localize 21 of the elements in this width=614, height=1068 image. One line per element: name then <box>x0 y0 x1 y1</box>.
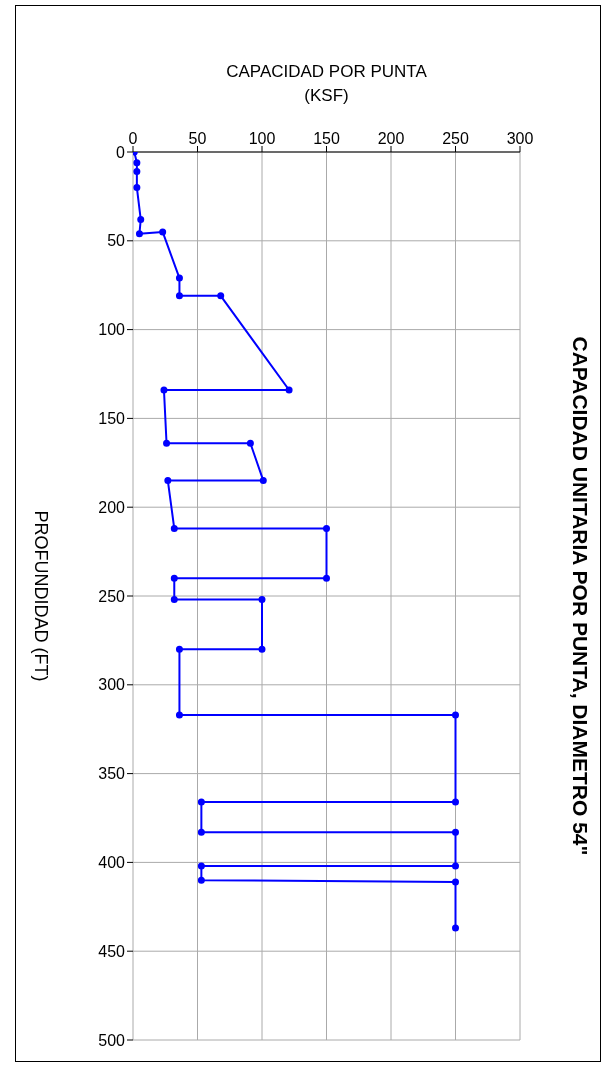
y-tick-label: 100 <box>98 321 126 339</box>
text: CAPACIDAD UNITARIA POR PUNTA, DIAMETRO 54" <box>568 335 592 858</box>
y-axis-title: PROFUNDIDAD (FT) <box>29 509 51 684</box>
x-axis-title: CAPACIDAD POR PUNTA (KSF) <box>225 61 428 107</box>
y-tick-label: 200 <box>98 498 126 516</box>
y-tick-label: 0 <box>116 143 126 161</box>
x-tick-label: 0 <box>128 130 138 147</box>
x-tick-label: 100 <box>248 130 276 147</box>
x-tick-label: 300 <box>506 130 534 147</box>
x-tick-label: 200 <box>377 130 405 147</box>
y-tick-label: 500 <box>98 1031 126 1049</box>
y-tick-label: 150 <box>98 410 126 428</box>
x-tick-label: 250 <box>442 130 469 147</box>
x-tick-label: 50 <box>188 130 207 147</box>
x-tick-label: 150 <box>313 130 340 147</box>
y-tick-label: 450 <box>98 942 126 960</box>
y-tick-label: 250 <box>98 587 126 605</box>
y-tick-label: 50 <box>107 232 126 250</box>
y-tick-label: 400 <box>98 854 126 872</box>
y-tick-label: 350 <box>98 765 126 783</box>
y-tick-label: 300 <box>98 676 126 694</box>
